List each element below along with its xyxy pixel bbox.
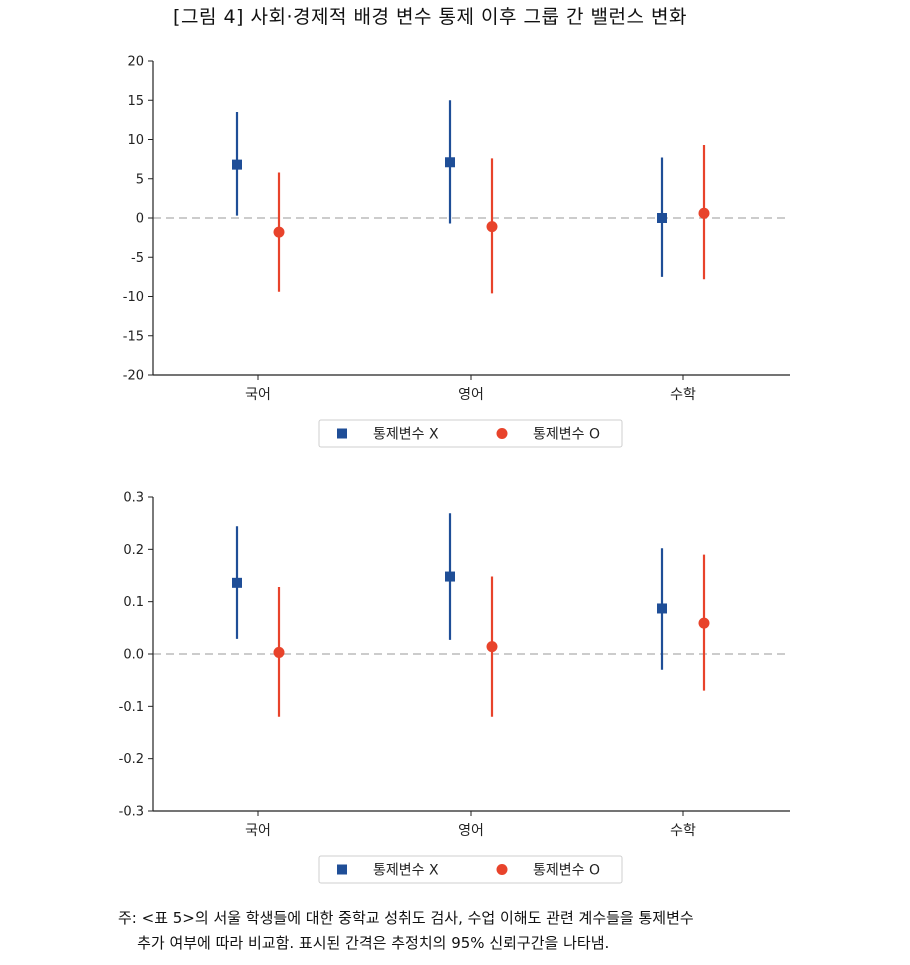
x-tick-label: 수학 <box>670 387 696 403</box>
legend-box <box>318 855 623 884</box>
point-square <box>657 603 667 614</box>
y-tick-label: -0.1 <box>119 700 144 715</box>
x-tick-label: 영어 <box>458 387 484 403</box>
legend-label-series-o: 통제변수 O <box>533 863 600 879</box>
x-tick-label: 수학 <box>670 823 696 839</box>
y-tick-label: -0.3 <box>119 805 144 820</box>
x-tick-label: 국어 <box>245 387 271 403</box>
y-tick-label: 10 <box>127 133 144 148</box>
legend-circle-marker <box>496 864 508 875</box>
legend-square-marker <box>337 428 347 439</box>
y-tick-label: 0.2 <box>123 543 144 558</box>
y-tick-label: -5 <box>131 251 144 266</box>
legend-label-series-x: 통제변수 X <box>373 427 439 443</box>
legend-box <box>318 419 623 448</box>
point-square <box>232 577 242 588</box>
figure-title: [그림 4] 사회·경제적 배경 변수 통제 이후 그룹 간 밸런스 변화 <box>173 6 687 28</box>
y-tick-label: 0.3 <box>123 491 144 506</box>
y-tick-label: 0 <box>136 212 144 227</box>
y-tick-label: 20 <box>127 55 144 70</box>
y-tick-label: -10 <box>123 290 144 305</box>
y-tick-label: 0.1 <box>123 595 144 610</box>
point-circle <box>486 641 498 653</box>
point-circle <box>273 646 285 658</box>
y-tick-label: 15 <box>127 94 144 109</box>
legend-square-marker <box>337 864 347 875</box>
y-tick-label: 5 <box>136 172 144 187</box>
figure-note: 주: <표 5>의 서울 학생들에 대한 중학교 성취도 검사, 수업 이해도 … <box>118 906 908 956</box>
point-square <box>657 213 667 223</box>
point-circle <box>273 226 285 238</box>
legend-circle-marker <box>496 428 508 439</box>
x-tick-label: 국어 <box>245 823 271 839</box>
point-circle <box>698 617 710 629</box>
note-line-2: 추가 여부에 따라 비교함. 표시된 간격은 추정치의 95% 신뢰구간을 나타… <box>118 934 610 952</box>
y-tick-label: -15 <box>123 329 144 344</box>
point-circle <box>486 221 498 233</box>
legend: 통제변수 X 통제변수 O <box>318 419 623 448</box>
legend-label-series-x: 통제변수 X <box>373 863 439 879</box>
y-tick-label: -0.2 <box>119 752 144 767</box>
legend: 통제변수 X 통제변수 O <box>318 855 623 884</box>
note-line-1: 주: <표 5>의 서울 학생들에 대한 중학교 성취도 검사, 수업 이해도 … <box>118 909 694 927</box>
point-square <box>445 571 455 582</box>
x-tick-label: 영어 <box>458 823 484 839</box>
point-square <box>232 159 242 170</box>
legend-label-series-o: 통제변수 O <box>533 427 600 443</box>
point-square <box>445 157 455 168</box>
point-circle <box>698 207 710 219</box>
y-tick-label: 0.0 <box>123 648 144 663</box>
y-tick-label: -20 <box>123 369 144 384</box>
